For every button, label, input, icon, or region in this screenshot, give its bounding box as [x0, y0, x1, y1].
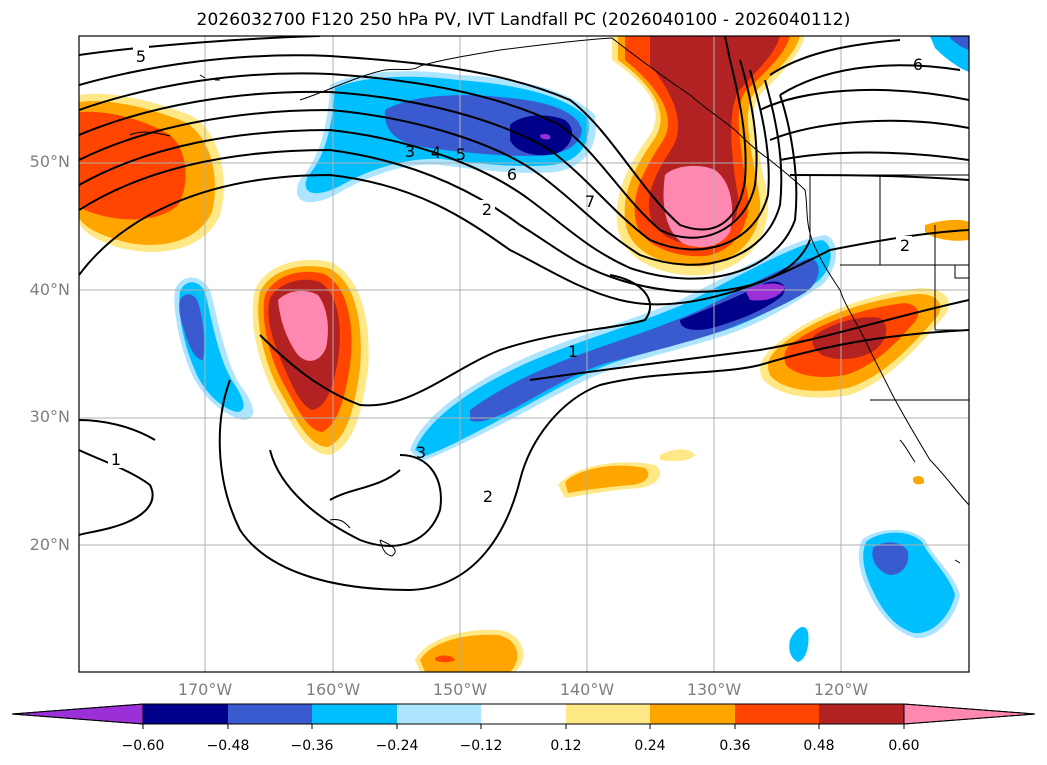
- colorbar-swatch: [735, 704, 819, 724]
- lat-label: 30°N: [29, 407, 70, 426]
- colorbar-swatch: [397, 704, 481, 724]
- contour-label: 7: [585, 192, 595, 211]
- colorbar-tick-label: 0.48: [803, 738, 835, 754]
- colorbar-swatch: [566, 704, 650, 724]
- colorbar-tick-label: 0.24: [634, 738, 666, 754]
- contour-label: 5: [456, 145, 466, 164]
- colorbar-tick-label: 0.60: [888, 738, 920, 754]
- colorbar-tick-label: −0.12: [459, 738, 503, 754]
- map-panel: [79, 36, 969, 672]
- contour-label: 6: [507, 165, 517, 184]
- colorbar-tick-label: −0.60: [121, 738, 165, 754]
- colorbar-tick-label: 0.12: [550, 738, 582, 754]
- colorbar-extend-max: [903, 703, 1036, 725]
- contour-label: 1: [568, 342, 578, 361]
- colorbar-swatch: [819, 704, 904, 724]
- contour-label: 3: [405, 142, 415, 161]
- lon-label: 150°W: [432, 680, 488, 699]
- contour-label: 4: [431, 143, 441, 162]
- contour-label: 5: [136, 47, 146, 66]
- colorbar-swatch: [650, 704, 735, 724]
- colorbar: [11, 703, 1036, 729]
- colorbar-swatch: [143, 704, 228, 724]
- colorbar-tick-label: −0.36: [290, 738, 334, 754]
- contour-label-group: 5 6 3 4 5 6 7 2 2 1 1 3 2: [108, 46, 923, 506]
- colorbar-extend-min: [11, 703, 144, 725]
- lon-label: 120°W: [813, 680, 869, 699]
- contour-label: 3: [416, 443, 426, 462]
- colorbar-tick-label: −0.24: [375, 738, 419, 754]
- contour-label: 1: [111, 450, 121, 469]
- colorbar-swatch: [312, 704, 397, 724]
- colorbar-tick-label: 0.36: [719, 738, 751, 754]
- lon-label: 170°W: [177, 680, 233, 699]
- contour-label: 2: [900, 236, 910, 255]
- map-frame: [78, 35, 970, 673]
- lon-label: 130°W: [686, 680, 742, 699]
- colorbar-swatch: [481, 704, 566, 724]
- colorbar-swatch: [228, 704, 312, 724]
- contour-label: 2: [482, 200, 492, 219]
- map-gridlines: [79, 36, 969, 672]
- colorbar-tick-label: −0.48: [206, 738, 250, 754]
- lat-label: 50°N: [29, 152, 70, 171]
- map-title: 2026032700 F120 250 hPa PV, IVT Landfall…: [196, 10, 851, 30]
- contour-label: 6: [913, 55, 923, 74]
- pv-contours: [79, 36, 969, 592]
- lon-label: 160°W: [305, 680, 361, 699]
- lat-label: 40°N: [29, 280, 70, 299]
- lon-label: 140°W: [559, 680, 615, 699]
- lat-label: 20°N: [29, 535, 70, 554]
- contour-label: 2: [483, 487, 493, 506]
